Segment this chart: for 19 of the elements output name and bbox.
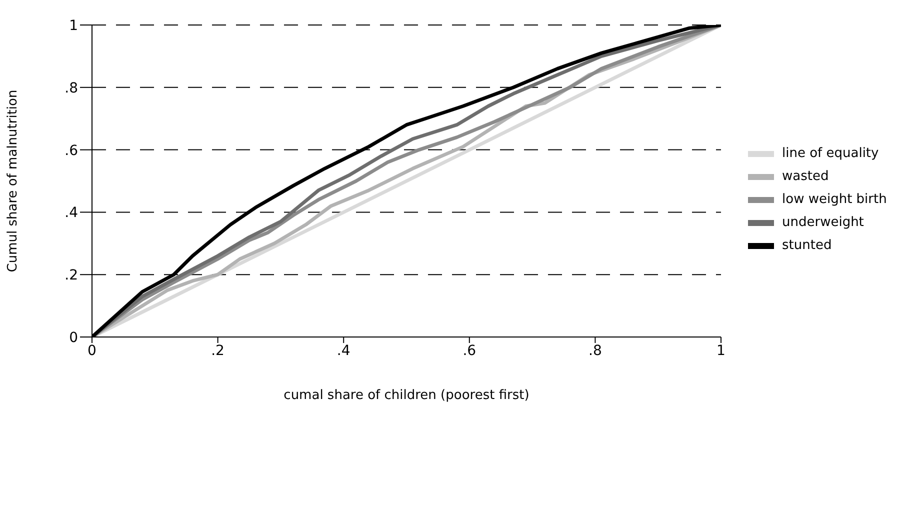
y-tick-label: .2 [64,268,78,284]
x-tick-label: 0 [88,342,96,359]
y-tick-label: .4 [64,205,78,222]
y-tick-label: .6 [64,142,78,159]
x-tick-label: .4 [336,342,350,359]
x-tick-label: 1 [716,342,726,359]
y-tick-label: 0 [69,330,78,346]
x-tick-label: .2 [211,342,224,359]
y-axis-title: Cumul share of malnutrition [6,90,21,272]
legend-label: low weight birth [782,192,887,207]
x-tick-label: .6 [462,342,476,359]
x-tick-label: .8 [588,342,602,359]
y-tick-label: .8 [64,80,78,96]
legend-label: underweight [782,215,864,230]
legend-label: stunted [782,238,832,253]
x-axis-title: cumal share of children (poorest first) [284,388,530,403]
legend-label: wasted [782,169,829,184]
y-tick-label: 1 [69,18,78,34]
legend-label: line of equality [782,146,879,161]
